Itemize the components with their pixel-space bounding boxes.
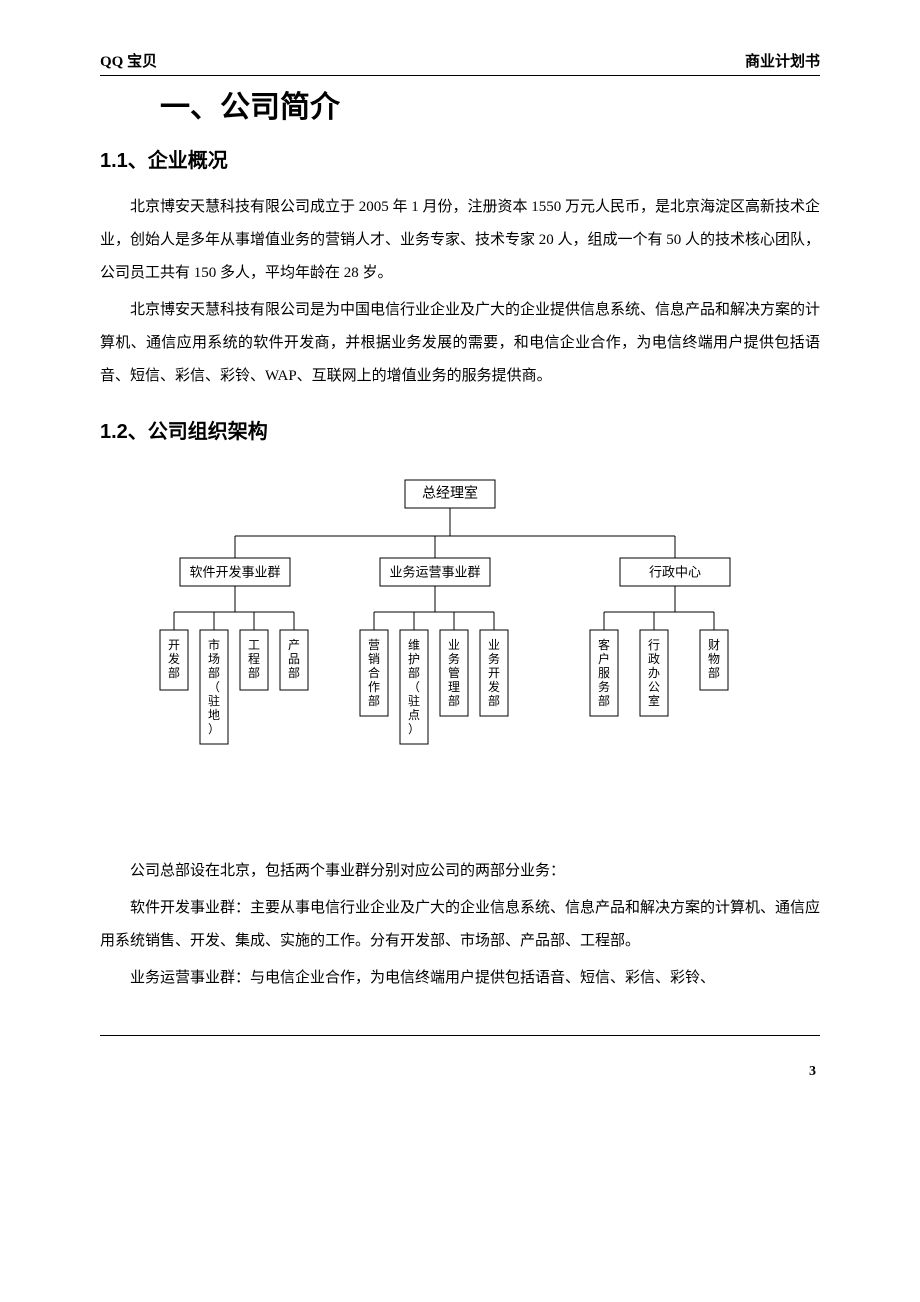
svg-text:销: 销 <box>368 652 380 666</box>
svg-text:驻: 驻 <box>208 693 220 708</box>
svg-text:客: 客 <box>598 637 610 652</box>
header-right: 商业计划书 <box>745 50 820 71</box>
svg-text:户: 户 <box>598 651 610 666</box>
svg-text:程: 程 <box>248 651 260 666</box>
paragraph-5: 业务运营事业群：与电信企业合作，为电信终端用户提供包括语音、短信、彩信、彩铃、 <box>100 962 820 995</box>
svg-text:务: 务 <box>448 651 460 666</box>
svg-text:品: 品 <box>288 652 300 666</box>
svg-text:发: 发 <box>488 679 500 694</box>
svg-text:务: 务 <box>598 679 610 694</box>
svg-text:行: 行 <box>648 638 660 652</box>
page-header: QQ 宝贝 商业计划书 <box>100 50 820 75</box>
svg-text:部: 部 <box>488 693 500 708</box>
svg-text:业: 业 <box>488 638 500 652</box>
svg-text:服: 服 <box>598 666 610 680</box>
svg-text:总经理室: 总经理室 <box>422 485 478 502</box>
svg-text:软件开发事业群: 软件开发事业群 <box>189 565 280 580</box>
svg-text:财: 财 <box>708 638 720 652</box>
org-chart: 总经理室软件开发事业群业务运营事业群行政中心开发部市场部（驻地）工程部产品部营销… <box>100 470 820 815</box>
svg-text:营: 营 <box>368 638 380 652</box>
svg-text:作: 作 <box>368 680 380 694</box>
svg-text:开: 开 <box>168 638 180 652</box>
svg-text:发: 发 <box>168 651 180 666</box>
page-number: 3 <box>100 1064 820 1080</box>
header-left: QQ 宝贝 <box>100 50 157 71</box>
paragraph-4: 软件开发事业群：主要从事电信行业企业及广大的企业信息系统、信息产品和解决方案的计… <box>100 892 820 958</box>
svg-text:产: 产 <box>288 638 300 652</box>
svg-text:开: 开 <box>488 666 500 680</box>
footer-rule <box>100 1035 820 1036</box>
svg-text:管: 管 <box>448 665 460 680</box>
paragraph-3: 公司总部设在北京，包括两个事业群分别对应公司的两部分业务： <box>100 855 820 888</box>
svg-text:点: 点 <box>408 708 420 722</box>
subheading-1-1: 1.1、企业概况 <box>100 144 820 173</box>
svg-text:地: 地 <box>208 708 220 722</box>
svg-text:市: 市 <box>208 637 220 652</box>
svg-text:部: 部 <box>288 665 300 680</box>
org-chart-svg: 总经理室软件开发事业群业务运营事业群行政中心开发部市场部（驻地）工程部产品部营销… <box>100 470 820 810</box>
svg-text:政: 政 <box>648 652 660 666</box>
svg-text:部: 部 <box>368 693 380 708</box>
svg-text:部: 部 <box>248 665 260 680</box>
svg-text:部: 部 <box>208 665 220 680</box>
header-rule <box>100 75 820 76</box>
subheading-1-2: 1.2、公司组织架构 <box>100 415 820 444</box>
svg-text:场: 场 <box>208 652 220 666</box>
svg-text:）: ） <box>208 722 220 736</box>
svg-text:理: 理 <box>448 680 460 694</box>
svg-text:办: 办 <box>648 665 660 680</box>
svg-text:业务运营事业群: 业务运营事业群 <box>389 565 480 580</box>
svg-text:护: 护 <box>408 652 420 666</box>
paragraph-2: 北京博安天慧科技有限公司是为中国电信行业企业及广大的企业提供信息系统、信息产品和… <box>100 294 820 393</box>
svg-text:业: 业 <box>448 638 460 652</box>
svg-text:部: 部 <box>598 693 610 708</box>
svg-text:公: 公 <box>648 680 660 694</box>
section-title: 一、公司简介 <box>160 82 820 126</box>
svg-text:室: 室 <box>648 693 660 708</box>
svg-text:工: 工 <box>248 638 260 652</box>
svg-text:物: 物 <box>708 652 720 666</box>
svg-text:）: ） <box>408 722 420 736</box>
svg-text:行政中心: 行政中心 <box>649 565 701 580</box>
svg-text:部: 部 <box>708 665 720 680</box>
svg-text:驻: 驻 <box>408 693 420 708</box>
svg-text:部: 部 <box>448 693 460 708</box>
svg-text:部: 部 <box>168 665 180 680</box>
svg-text:（: （ <box>208 680 220 694</box>
paragraph-1: 北京博安天慧科技有限公司成立于 2005 年 1 月份，注册资本 1550 万元… <box>100 191 820 290</box>
svg-text:维: 维 <box>408 638 420 652</box>
svg-text:务: 务 <box>488 651 500 666</box>
svg-text:合: 合 <box>368 665 380 680</box>
svg-text:（: （ <box>408 680 420 694</box>
svg-text:部: 部 <box>408 665 420 680</box>
